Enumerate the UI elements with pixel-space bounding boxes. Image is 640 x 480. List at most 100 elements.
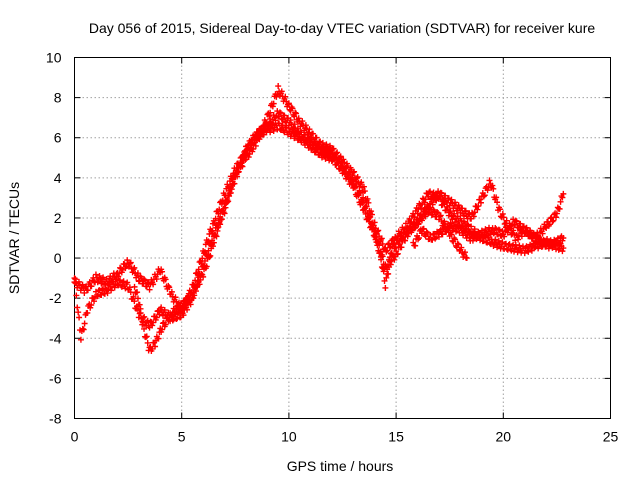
data-point bbox=[370, 224, 377, 231]
data-point bbox=[104, 290, 111, 297]
y-tick-label: 6 bbox=[54, 130, 62, 146]
data-point bbox=[410, 239, 417, 246]
data-point bbox=[278, 88, 285, 95]
data-point bbox=[394, 250, 401, 257]
data-point bbox=[134, 270, 141, 277]
data-point bbox=[412, 224, 419, 231]
data-point bbox=[282, 118, 289, 125]
data-point bbox=[419, 213, 426, 220]
data-point bbox=[426, 205, 433, 212]
data-point bbox=[207, 252, 214, 259]
data-point bbox=[556, 205, 563, 212]
data-point bbox=[234, 169, 241, 176]
data-point bbox=[111, 284, 118, 291]
data-point bbox=[155, 335, 162, 342]
data-point bbox=[162, 276, 169, 283]
data-point bbox=[301, 131, 308, 138]
chart-title: Day 056 of 2015, Sidereal Day-to-day VTE… bbox=[89, 20, 595, 36]
data-point bbox=[144, 339, 151, 346]
data-point bbox=[150, 281, 157, 288]
data-point bbox=[494, 244, 501, 251]
data-point bbox=[346, 169, 353, 176]
data-point bbox=[313, 134, 320, 141]
data-point bbox=[276, 109, 283, 116]
data-point bbox=[382, 284, 389, 291]
y-tick-label: 4 bbox=[54, 170, 62, 186]
data-point bbox=[306, 126, 313, 133]
data-point bbox=[153, 276, 160, 283]
data-point bbox=[454, 240, 461, 247]
data-point bbox=[358, 179, 365, 186]
data-point bbox=[512, 237, 519, 244]
data-point bbox=[512, 217, 519, 224]
data-point bbox=[427, 231, 434, 238]
data-point bbox=[429, 201, 436, 208]
data-point bbox=[443, 228, 450, 235]
data-point bbox=[200, 273, 207, 280]
data-point bbox=[408, 227, 415, 234]
data-point bbox=[549, 218, 556, 225]
data-point bbox=[215, 210, 222, 217]
data-point bbox=[388, 250, 395, 257]
data-point bbox=[542, 223, 549, 230]
data-point bbox=[124, 257, 131, 264]
data-point bbox=[493, 194, 500, 201]
data-point bbox=[302, 122, 309, 129]
data-point bbox=[539, 230, 546, 237]
data-point bbox=[134, 295, 141, 302]
data-point bbox=[168, 314, 175, 321]
data-point bbox=[433, 197, 440, 204]
data-point bbox=[560, 190, 567, 197]
data-point bbox=[81, 320, 88, 327]
data-point bbox=[490, 230, 497, 237]
data-point bbox=[220, 209, 227, 216]
data-point bbox=[294, 125, 301, 132]
data-point bbox=[79, 325, 86, 332]
data-point bbox=[231, 180, 238, 187]
y-tick-label: -4 bbox=[49, 330, 62, 346]
data-point bbox=[439, 195, 446, 202]
data-point bbox=[360, 194, 367, 201]
data-point bbox=[84, 309, 91, 316]
data-point bbox=[87, 304, 94, 311]
data-point bbox=[484, 187, 491, 194]
data-point bbox=[189, 294, 196, 301]
data-point bbox=[141, 325, 148, 332]
data-point bbox=[368, 208, 375, 215]
data-point bbox=[339, 159, 346, 166]
data-point bbox=[501, 233, 508, 240]
data-point bbox=[184, 306, 191, 313]
data-point bbox=[172, 294, 179, 301]
data-point bbox=[159, 268, 166, 275]
data-point bbox=[480, 233, 487, 240]
data-point bbox=[406, 216, 413, 223]
data-point bbox=[422, 209, 429, 216]
data-point bbox=[261, 127, 268, 134]
data-point bbox=[152, 343, 159, 350]
data-point bbox=[266, 113, 273, 120]
data-point bbox=[299, 118, 306, 125]
data-point bbox=[351, 168, 358, 175]
data-point bbox=[458, 224, 465, 231]
data-point bbox=[91, 298, 98, 305]
data-point bbox=[73, 292, 80, 299]
data-point bbox=[234, 173, 241, 180]
data-point bbox=[523, 224, 530, 231]
data-point bbox=[489, 182, 496, 189]
y-tick-label: -2 bbox=[49, 290, 62, 306]
data-point bbox=[80, 326, 87, 333]
data-point bbox=[481, 192, 488, 199]
data-point bbox=[423, 228, 430, 235]
data-point bbox=[480, 193, 487, 200]
data-point bbox=[153, 314, 160, 321]
data-point bbox=[223, 199, 230, 206]
data-point bbox=[376, 242, 383, 249]
data-point bbox=[386, 254, 393, 261]
data-point bbox=[292, 109, 299, 116]
data-point bbox=[468, 223, 475, 230]
data-point bbox=[559, 248, 566, 255]
data-point bbox=[142, 334, 149, 341]
data-point bbox=[141, 276, 148, 283]
data-point bbox=[448, 231, 455, 238]
data-point bbox=[252, 142, 259, 149]
